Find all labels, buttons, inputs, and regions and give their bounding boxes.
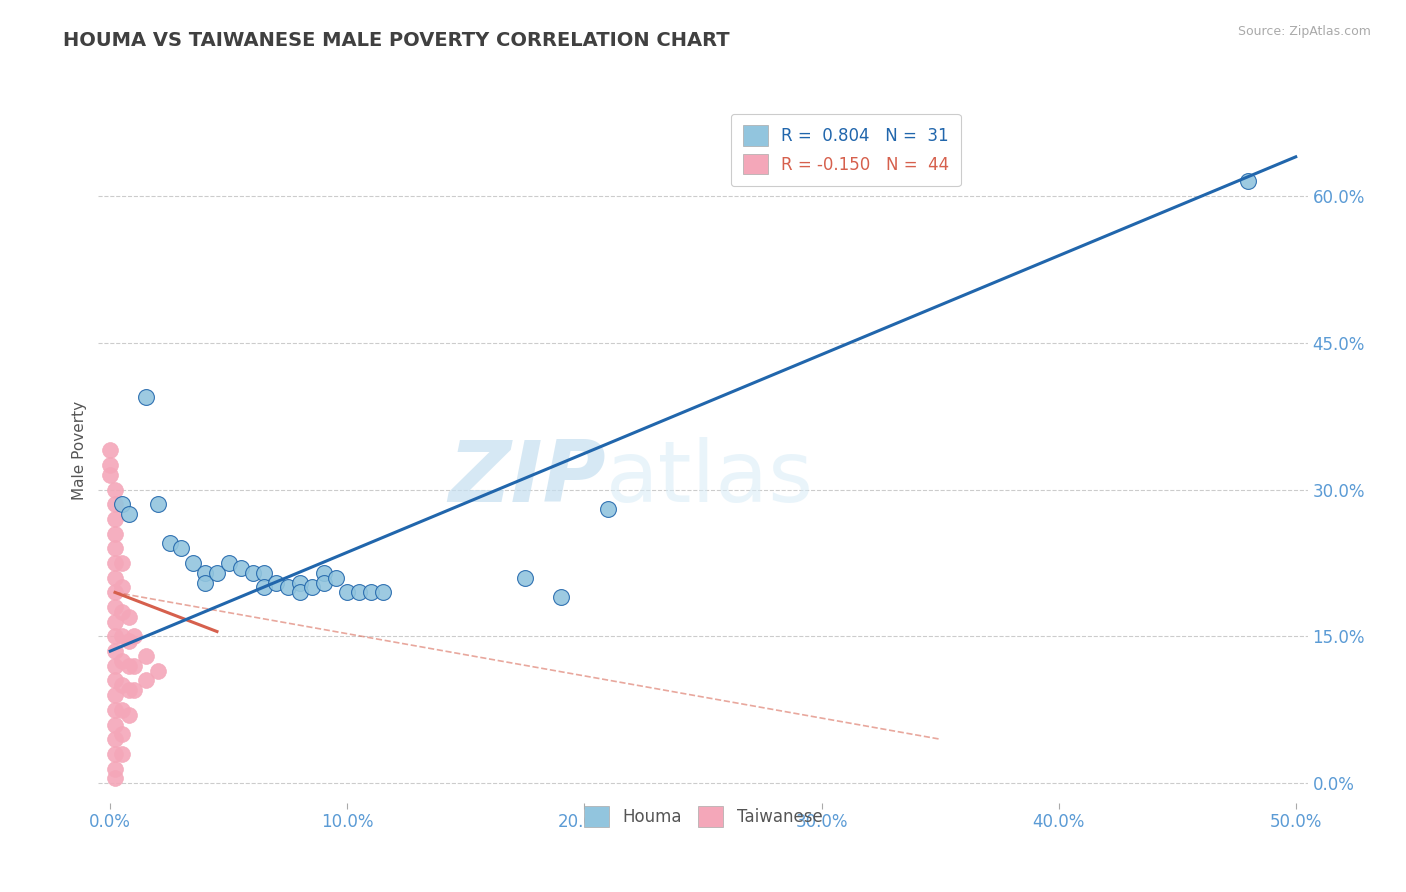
Point <box>104 747 127 761</box>
Point <box>194 566 217 580</box>
Point <box>181 556 204 570</box>
Point <box>111 727 134 741</box>
Point <box>104 600 127 615</box>
Point <box>118 658 141 673</box>
Point <box>111 497 134 511</box>
Point <box>104 629 127 643</box>
Point <box>242 566 264 580</box>
Point <box>146 497 169 511</box>
Point <box>135 648 157 663</box>
Point <box>104 762 127 776</box>
Point <box>598 502 620 516</box>
Point <box>122 683 145 698</box>
Point <box>104 688 127 702</box>
Point <box>104 717 127 731</box>
Point <box>104 615 127 629</box>
Text: Source: ZipAtlas.com: Source: ZipAtlas.com <box>1237 25 1371 38</box>
Point <box>360 585 382 599</box>
Point <box>111 703 134 717</box>
Point <box>146 664 169 678</box>
Point <box>111 605 134 619</box>
Point <box>336 585 359 599</box>
Point <box>205 566 228 580</box>
Point <box>104 526 127 541</box>
Point <box>371 585 394 599</box>
Point <box>111 581 134 595</box>
Point <box>118 610 141 624</box>
Point <box>98 467 121 482</box>
Point <box>111 678 134 692</box>
Legend: Houma, Taiwanese: Houma, Taiwanese <box>576 799 830 833</box>
Point <box>104 483 127 497</box>
Point <box>325 571 347 585</box>
Point <box>104 673 127 688</box>
Point <box>111 556 134 570</box>
Point <box>118 634 141 648</box>
Point <box>118 707 141 722</box>
Point <box>229 561 252 575</box>
Point <box>111 654 134 668</box>
Point <box>104 772 127 786</box>
Point <box>104 512 127 526</box>
Point <box>118 683 141 698</box>
Point <box>170 541 193 556</box>
Point <box>104 497 127 511</box>
Point <box>159 536 181 550</box>
Point <box>122 629 145 643</box>
Point <box>118 507 141 521</box>
Point <box>122 658 145 673</box>
Y-axis label: Male Poverty: Male Poverty <box>72 401 87 500</box>
Point <box>111 629 134 643</box>
Point <box>104 571 127 585</box>
Text: atlas: atlas <box>606 437 814 520</box>
Point <box>104 585 127 599</box>
Text: HOUMA VS TAIWANESE MALE POVERTY CORRELATION CHART: HOUMA VS TAIWANESE MALE POVERTY CORRELAT… <box>63 31 730 50</box>
Point <box>104 732 127 747</box>
Point <box>288 575 311 590</box>
Text: ZIP: ZIP <box>449 437 606 520</box>
Point <box>1237 174 1260 188</box>
Point <box>312 575 335 590</box>
Point <box>104 703 127 717</box>
Point <box>218 556 240 570</box>
Point <box>347 585 370 599</box>
Point <box>264 575 287 590</box>
Point <box>135 390 157 404</box>
Point <box>98 458 121 472</box>
Point <box>253 581 276 595</box>
Point <box>98 443 121 458</box>
Point <box>104 556 127 570</box>
Point <box>104 658 127 673</box>
Point <box>550 591 572 605</box>
Point <box>253 566 276 580</box>
Point <box>194 575 217 590</box>
Point <box>277 581 299 595</box>
Point <box>515 571 537 585</box>
Point <box>111 747 134 761</box>
Point <box>104 541 127 556</box>
Point <box>135 673 157 688</box>
Point <box>288 585 311 599</box>
Point <box>104 644 127 658</box>
Point <box>301 581 323 595</box>
Point <box>312 566 335 580</box>
